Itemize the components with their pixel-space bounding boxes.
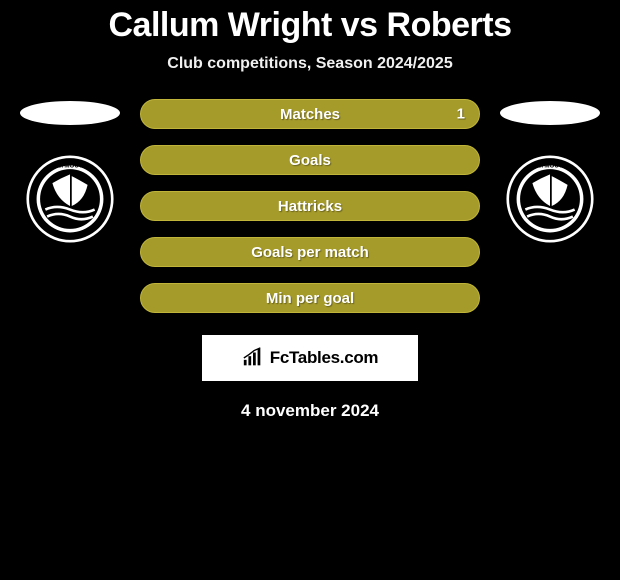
page-subtitle: Club competitions, Season 2024/2025 <box>0 55 620 73</box>
stat-bar: Goals <box>140 145 480 175</box>
stat-bar: Matches 1 <box>140 99 480 129</box>
chart-icon <box>242 347 264 369</box>
player-silhouette-right <box>500 101 600 125</box>
stat-bar: Min per goal <box>140 283 480 313</box>
page-title: Callum Wright vs Roberts <box>0 6 620 45</box>
stat-value-right: 1 <box>457 106 465 123</box>
brand-text: FcTables.com <box>270 348 379 368</box>
page-root: Callum Wright vs Roberts Club competitio… <box>0 0 620 421</box>
stat-label: Hattricks <box>278 198 342 215</box>
right-player-col: PLYMOUTH <box>500 99 600 243</box>
stats-column: Matches 1 Goals Hattricks Goals per match Min… <box>140 99 480 313</box>
stat-bar: Hattricks <box>140 191 480 221</box>
stat-bar: Goals per match <box>140 237 480 267</box>
club-logo-text: PLYMOUTH <box>53 162 88 169</box>
player-silhouette-left <box>20 101 120 125</box>
club-logo-right: PLYMOUTH <box>506 155 594 243</box>
brand-badge: FcTables.com <box>202 335 418 381</box>
club-logo-left: PLYMOUTH <box>26 155 114 243</box>
stat-label: Goals <box>289 152 331 169</box>
club-logo-text: PLYMOUTH <box>533 162 568 169</box>
stat-label: Matches <box>280 106 340 123</box>
main-row: PLYMOUTH Matches 1 Goals Hattricks Goals per… <box>0 99 620 313</box>
stat-label: Goals per match <box>251 244 369 261</box>
stat-label: Min per goal <box>266 290 354 307</box>
date-line: 4 november 2024 <box>0 401 620 421</box>
left-player-col: PLYMOUTH <box>20 99 120 243</box>
